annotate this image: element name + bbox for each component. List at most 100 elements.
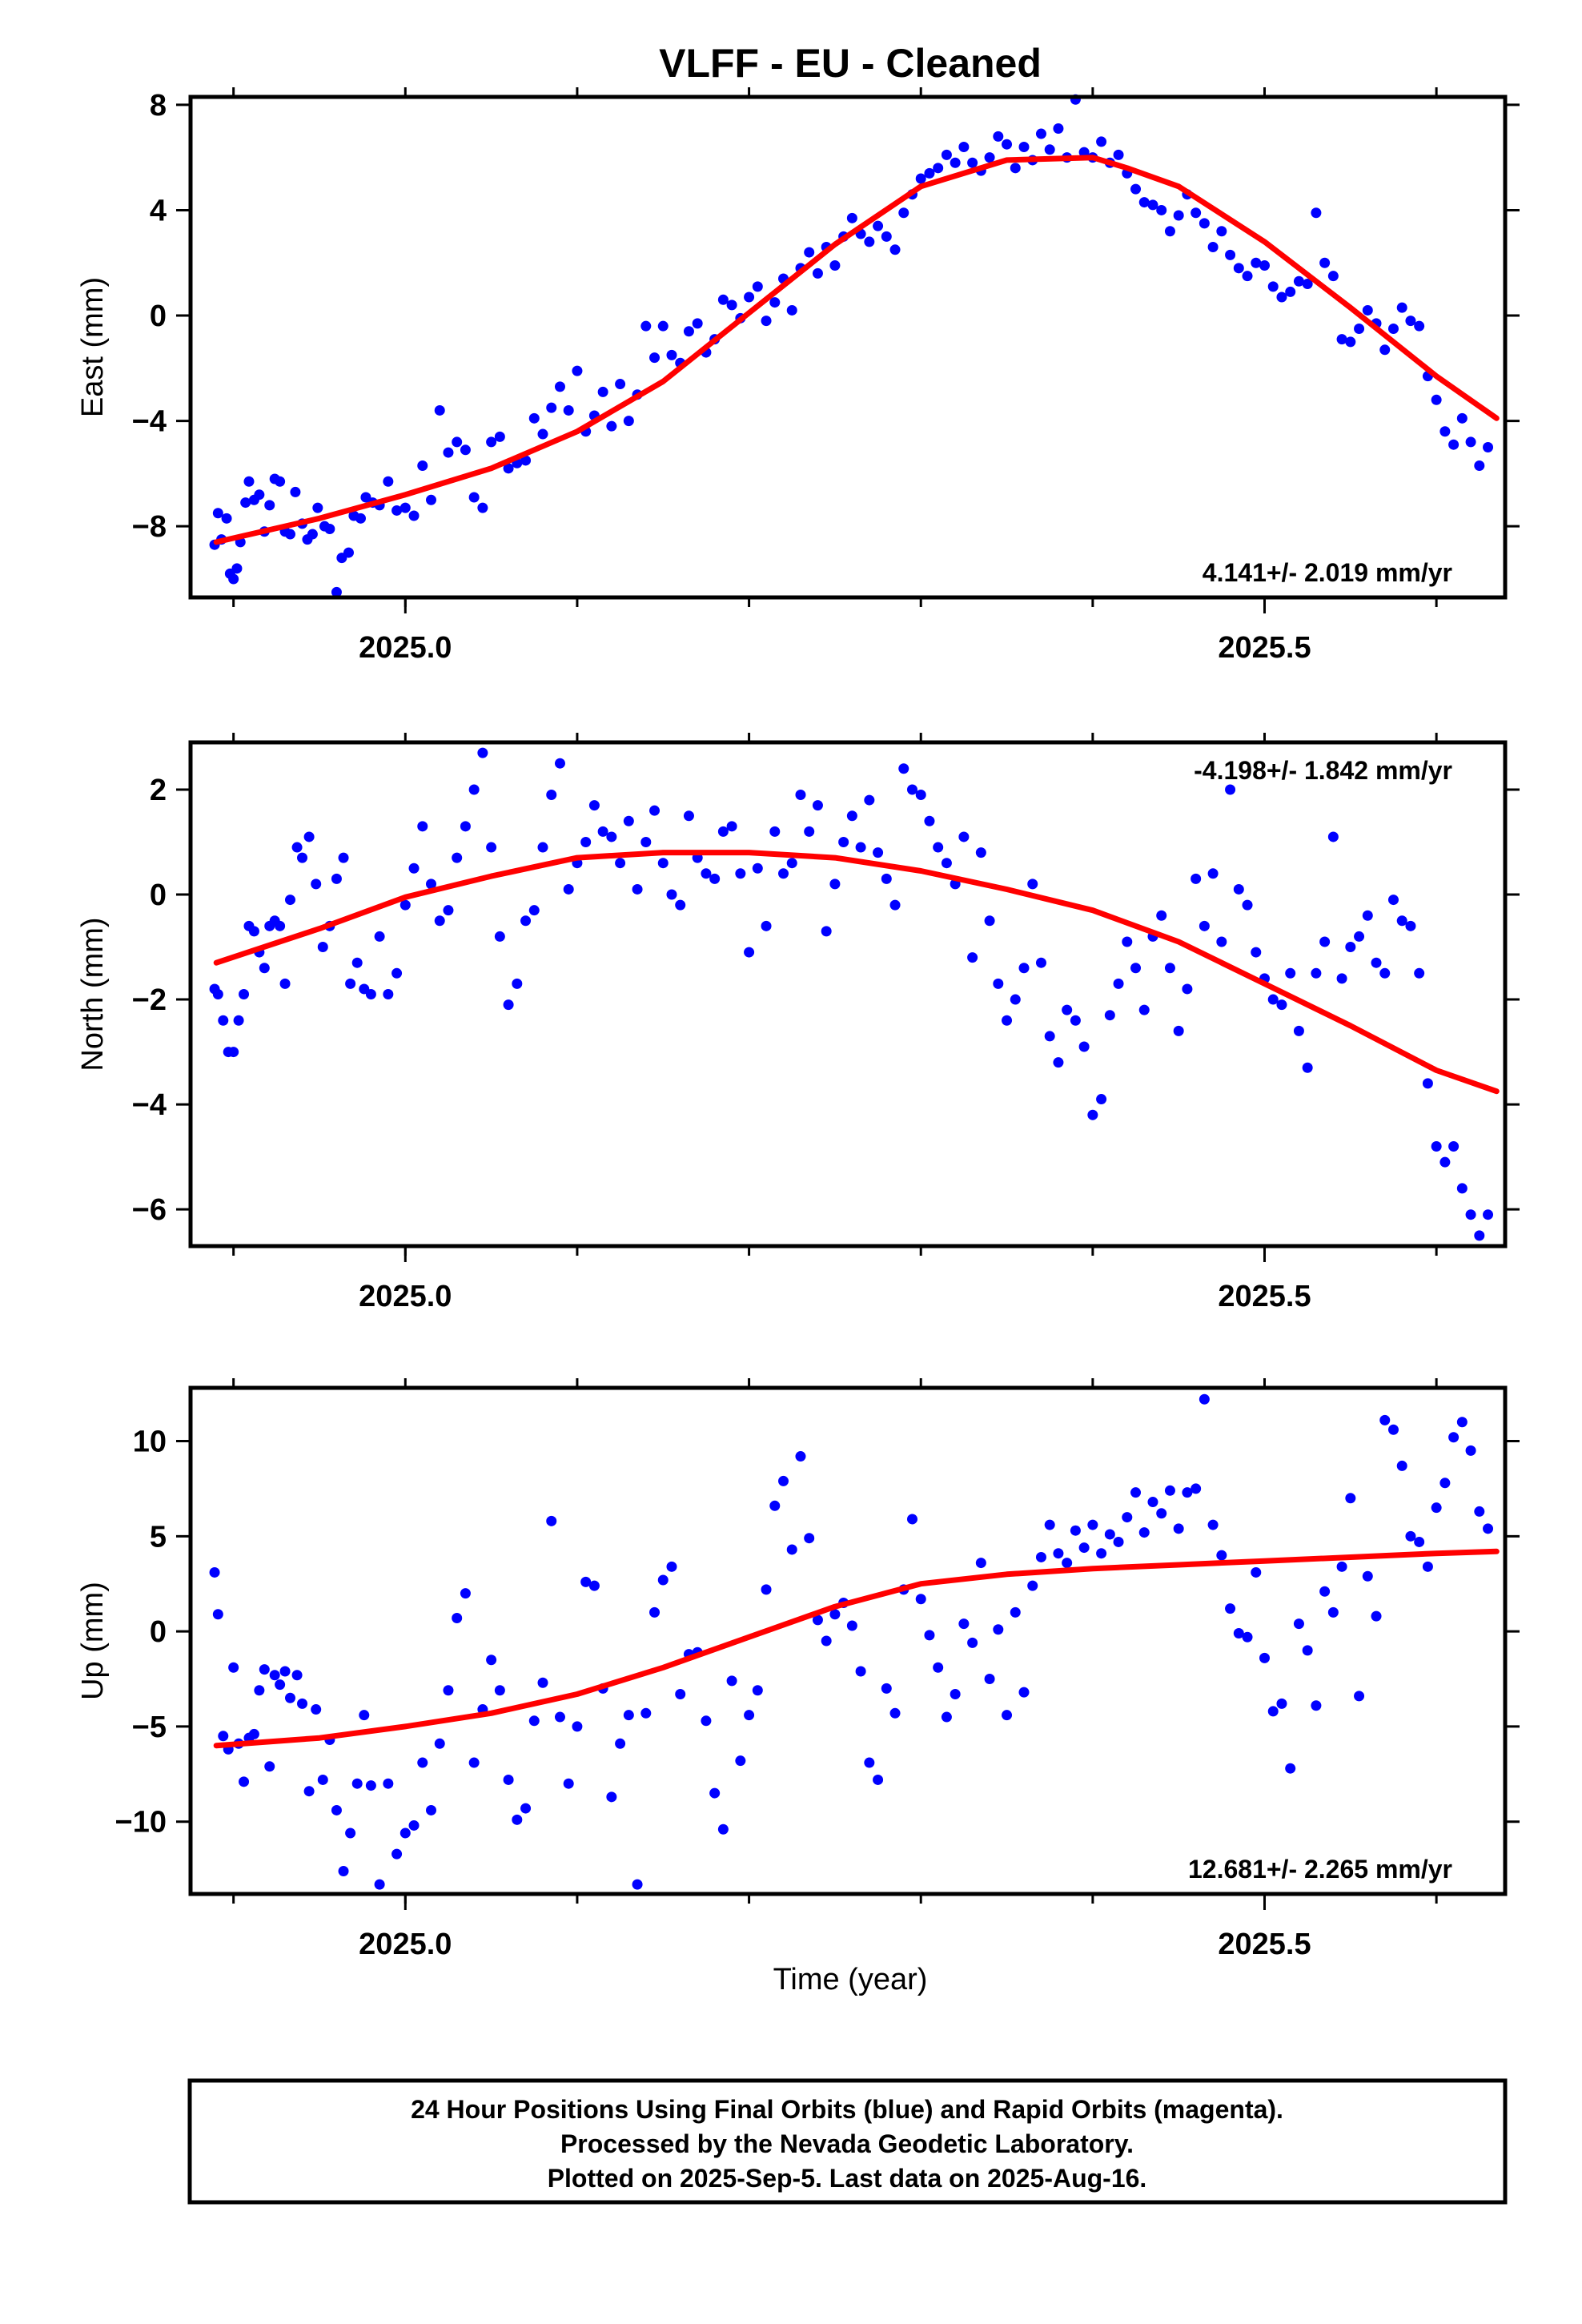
footer-box: [187, 2078, 1508, 2205]
east-data-point: [486, 436, 497, 448]
east-data-point: [933, 163, 944, 174]
up-data-point: [1483, 1523, 1494, 1534]
east-data-point: [1002, 139, 1013, 150]
north-data-point: [477, 747, 488, 758]
east-data-point: [503, 463, 514, 474]
north-data-point: [606, 831, 617, 842]
up-data-point: [967, 1637, 978, 1648]
north-data-point: [233, 1015, 244, 1026]
up-data-point: [374, 1879, 385, 1890]
east-data-point: [1267, 281, 1279, 292]
up-data-point: [984, 1674, 995, 1685]
north-data-point: [889, 899, 901, 911]
north-data-point: [248, 926, 259, 937]
north-data-point: [1035, 957, 1046, 968]
east-data-point: [528, 412, 540, 424]
up-data-point: [209, 1566, 220, 1578]
up-data-point: [855, 1666, 866, 1677]
north-data-point: [717, 826, 729, 837]
east-data-point: [290, 486, 301, 497]
east-data-point: [1138, 197, 1150, 208]
north-data-point: [1130, 963, 1142, 974]
up-data-point: [1027, 1580, 1038, 1591]
north-data-point: [769, 826, 781, 837]
east-data-point: [769, 297, 781, 308]
up-data-point: [821, 1635, 832, 1647]
north-data-point: [374, 931, 385, 942]
up-data-point: [615, 1738, 626, 1749]
up-data-point: [434, 1738, 445, 1749]
up-data-point: [408, 1819, 420, 1831]
east-data-point: [1414, 320, 1425, 332]
east-data-point: [443, 447, 454, 458]
up-data-point: [1191, 1483, 1202, 1494]
east-data-point: [941, 149, 952, 160]
north-data-point: [967, 952, 978, 963]
north-data-point: [726, 821, 737, 832]
north-panel: 2025.0 2025.5 −6 −4 −2 0 2 North (mm) -4.198+/- …: [76, 733, 1520, 1313]
east-data-point: [1035, 128, 1046, 139]
east-data-point: [324, 523, 335, 534]
east-data-point: [1302, 279, 1313, 290]
up-data-point: [632, 1879, 643, 1890]
up-fit-line: [213, 1548, 1500, 1749]
up-data-point: [1293, 1618, 1304, 1630]
north-data-point: [1078, 1041, 1090, 1052]
east-rate-label: 4.141+/- 2.019 mm/yr: [1203, 558, 1452, 587]
up-data-point: [275, 1679, 286, 1691]
up-data-point: [494, 1685, 505, 1696]
east-data-point: [434, 404, 445, 416]
up-data-point: [1104, 1529, 1115, 1540]
up-data-point: [391, 1848, 403, 1860]
north-data-point: [649, 805, 661, 816]
up-data-point: [829, 1609, 841, 1620]
east-data-point: [640, 320, 652, 332]
up-data-point: [1164, 1485, 1175, 1496]
north-data-point: [1336, 973, 1347, 984]
north-y-tick-label: −4: [132, 1088, 167, 1122]
east-data-point: [950, 157, 961, 168]
north-data-point: [881, 873, 892, 884]
north-data-point: [452, 852, 463, 863]
up-data-point: [1010, 1606, 1021, 1618]
x-axis-label: Time (year): [773, 1963, 928, 1996]
north-data-point: [580, 836, 592, 847]
up-data-point: [468, 1757, 480, 1768]
up-data-point: [1405, 1530, 1416, 1542]
up-data-point: [317, 1774, 328, 1785]
east-panel: 2025.0 2025.5 −8 −4 0 4 8 East (mm) 4.141+/- 2.0…: [76, 87, 1520, 665]
up-data-point: [218, 1731, 229, 1742]
up-rate-label: 12.681+/- 2.265 mm/yr: [1188, 1855, 1452, 1884]
north-data-point: [228, 1047, 239, 1058]
north-y-tick-label: −2: [132, 983, 167, 1017]
up-data-point: [795, 1451, 806, 1462]
north-data-point: [1010, 994, 1021, 1005]
up-data-point: [1362, 1570, 1373, 1582]
up-data-point: [1285, 1763, 1296, 1774]
north-data-point: [311, 879, 322, 890]
east-data-point: [1199, 218, 1210, 229]
up-data-point: [1062, 1558, 1073, 1569]
up-data-point: [761, 1584, 772, 1595]
north-data-point: [1104, 1010, 1115, 1021]
east-data-point: [391, 505, 403, 516]
north-data-point: [1173, 1025, 1184, 1036]
north-data-point: [546, 790, 557, 801]
north-data-point: [640, 836, 652, 847]
east-data-point: [1225, 249, 1236, 260]
up-data-point: [297, 1698, 308, 1709]
east-data-point: [1465, 436, 1476, 448]
east-data-point: [873, 220, 884, 231]
east-data-point: [400, 502, 411, 513]
up-data-point: [1130, 1487, 1142, 1498]
north-data-point: [291, 842, 303, 853]
north-data-point: [1354, 931, 1365, 942]
east-data-point: [1191, 207, 1202, 219]
north-data-point: [259, 963, 270, 974]
north-data-point: [331, 873, 342, 884]
north-data-point: [1387, 895, 1399, 906]
north-data-point: [400, 899, 411, 911]
east-data-point: [1251, 257, 1262, 268]
east-plot-frame: [188, 94, 1508, 600]
east-data-point: [984, 152, 995, 163]
